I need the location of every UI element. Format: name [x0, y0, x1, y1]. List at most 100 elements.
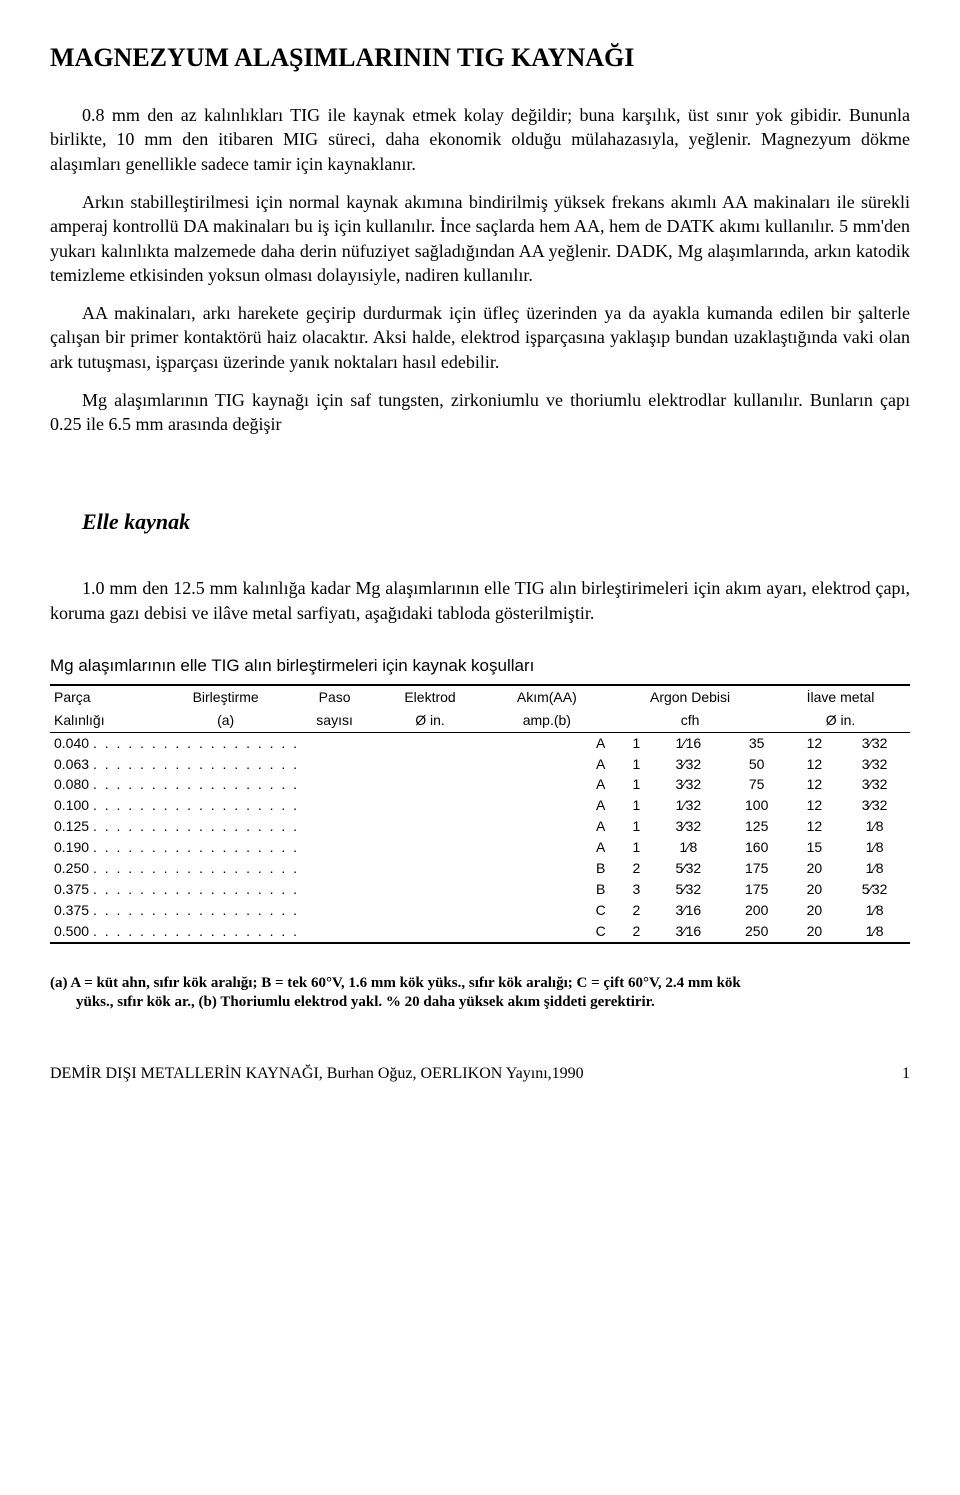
cell-join: A: [582, 754, 620, 775]
col-amp-1: Akım(AA): [485, 686, 610, 709]
section-heading: Elle kaynak: [50, 507, 910, 537]
cell-argon: 20: [790, 879, 840, 900]
cell-elec: 3⁄16: [653, 921, 724, 942]
col-elec-1: Elektrod: [376, 686, 485, 709]
table-row: 0.040 . . . . . . . . . . . . . . . . . …: [50, 733, 910, 754]
cell-amp: 200: [724, 900, 790, 921]
col-fill-2: Ø in.: [771, 709, 910, 732]
cell-fill: 1⁄8: [839, 900, 910, 921]
col-join-2: (a): [158, 709, 294, 732]
table-row: 0.375 . . . . . . . . . . . . . . . . . …: [50, 879, 910, 900]
cell-join: A: [582, 774, 620, 795]
footnote-line-1: (a) A = küt ahn, sıfır kök aralığı; B = …: [50, 975, 741, 991]
table-rule-bottom: [50, 942, 910, 944]
cell-argon: 20: [790, 858, 840, 879]
cell-fill: 3⁄32: [839, 754, 910, 775]
cell-argon: 12: [790, 795, 840, 816]
cell-amp: 75: [724, 774, 790, 795]
cell-elec: 1⁄32: [653, 795, 724, 816]
cell-fill: 1⁄8: [839, 816, 910, 837]
cell-pass: 2: [620, 900, 653, 921]
table-title: Mg alaşımlarının elle TIG alın birleştir…: [50, 655, 910, 678]
cell-elec: 1⁄16: [653, 733, 724, 754]
cell-pass: 1: [620, 774, 653, 795]
cell-thickness: 0.250 . . . . . . . . . . . . . . . . . …: [50, 858, 582, 879]
cell-argon: 20: [790, 921, 840, 942]
table-row: 0.250 . . . . . . . . . . . . . . . . . …: [50, 858, 910, 879]
footnote-line-2: yüks., sıfır kök ar., (b) Thoriumlu elek…: [50, 993, 910, 1013]
col-thickness-1: Parça: [50, 686, 158, 709]
cell-amp: 175: [724, 858, 790, 879]
cell-fill: 3⁄32: [839, 733, 910, 754]
cell-elec: 3⁄32: [653, 774, 724, 795]
cell-join: A: [582, 837, 620, 858]
cell-join: C: [582, 900, 620, 921]
paragraph-1: 0.8 mm den az kalınlıkları TIG ile kayna…: [50, 103, 910, 176]
cell-thickness: 0.190 . . . . . . . . . . . . . . . . . …: [50, 837, 582, 858]
cell-thickness: 0.500 . . . . . . . . . . . . . . . . . …: [50, 921, 582, 942]
footer-citation: DEMİR DIŞI METALLERİN KAYNAĞI, Burhan Oğ…: [50, 1063, 584, 1085]
page-footer: DEMİR DIŞI METALLERİN KAYNAĞI, Burhan Oğ…: [50, 1063, 910, 1085]
cell-thickness: 0.375 . . . . . . . . . . . . . . . . . …: [50, 900, 582, 921]
cell-argon: 12: [790, 774, 840, 795]
table-row: 0.080 . . . . . . . . . . . . . . . . . …: [50, 774, 910, 795]
cell-join: A: [582, 795, 620, 816]
col-amp-2: amp.(b): [485, 709, 610, 732]
table-footnote: (a) A = küt ahn, sıfır kök aralığı; B = …: [50, 974, 910, 1013]
paragraph-4: Mg alaşımlarının TIG kaynağı için saf tu…: [50, 388, 910, 437]
cell-fill: 5⁄32: [839, 879, 910, 900]
table-row: 0.375 . . . . . . . . . . . . . . . . . …: [50, 900, 910, 921]
welding-conditions-table: Parça Birleştirme Paso Elektrod Akım(AA)…: [50, 684, 910, 944]
cell-thickness: 0.100 . . . . . . . . . . . . . . . . . …: [50, 795, 582, 816]
table-row: 0.125 . . . . . . . . . . . . . . . . . …: [50, 816, 910, 837]
table-header-row-2: Kalınlığı (a) sayısı Ø in. amp.(b) cfh Ø…: [50, 709, 910, 732]
cell-elec: 3⁄32: [653, 754, 724, 775]
col-thickness-2: Kalınlığı: [50, 709, 158, 732]
page-title: MAGNEZYUM ALAŞIMLARININ TIG KAYNAĞI: [50, 40, 910, 75]
cell-join: A: [582, 816, 620, 837]
cell-pass: 1: [620, 795, 653, 816]
cell-fill: 3⁄32: [839, 795, 910, 816]
cell-join: B: [582, 879, 620, 900]
col-join-1: Birleştirme: [158, 686, 294, 709]
cell-pass: 1: [620, 754, 653, 775]
cell-pass: 3: [620, 879, 653, 900]
cell-amp: 160: [724, 837, 790, 858]
cell-elec: 3⁄32: [653, 816, 724, 837]
paragraph-5: 1.0 mm den 12.5 mm kalınlığa kadar Mg al…: [50, 576, 910, 625]
cell-argon: 12: [790, 816, 840, 837]
cell-fill: 1⁄8: [839, 837, 910, 858]
cell-amp: 50: [724, 754, 790, 775]
cell-amp: 175: [724, 879, 790, 900]
cell-elec: 5⁄32: [653, 879, 724, 900]
cell-elec: 1⁄8: [653, 837, 724, 858]
paragraph-2: Arkın stabilleştirilmesi için normal kay…: [50, 190, 910, 287]
cell-join: A: [582, 733, 620, 754]
cell-thickness: 0.040 . . . . . . . . . . . . . . . . . …: [50, 733, 582, 754]
cell-elec: 3⁄16: [653, 900, 724, 921]
table-row: 0.190 . . . . . . . . . . . . . . . . . …: [50, 837, 910, 858]
col-argon-2: cfh: [609, 709, 771, 732]
cell-elec: 5⁄32: [653, 858, 724, 879]
cell-argon: 15: [790, 837, 840, 858]
col-elec-2: Ø in.: [376, 709, 485, 732]
cell-argon: 12: [790, 733, 840, 754]
cell-thickness: 0.375 . . . . . . . . . . . . . . . . . …: [50, 879, 582, 900]
cell-thickness: 0.063 . . . . . . . . . . . . . . . . . …: [50, 754, 582, 775]
col-pass-2: sayısı: [294, 709, 376, 732]
col-fill-1: İlave metal: [771, 686, 910, 709]
cell-argon: 12: [790, 754, 840, 775]
cell-amp: 250: [724, 921, 790, 942]
table-header-row-1: Parça Birleştirme Paso Elektrod Akım(AA)…: [50, 686, 910, 709]
cell-join: C: [582, 921, 620, 942]
cell-amp: 125: [724, 816, 790, 837]
cell-fill: 3⁄32: [839, 774, 910, 795]
paragraph-3: AA makinaları, arkı harekete geçirip dur…: [50, 301, 910, 374]
cell-amp: 35: [724, 733, 790, 754]
cell-join: B: [582, 858, 620, 879]
table-row: 0.500 . . . . . . . . . . . . . . . . . …: [50, 921, 910, 942]
cell-pass: 2: [620, 858, 653, 879]
table-row: 0.063 . . . . . . . . . . . . . . . . . …: [50, 754, 910, 775]
cell-amp: 100: [724, 795, 790, 816]
page-number: 1: [880, 1063, 910, 1085]
